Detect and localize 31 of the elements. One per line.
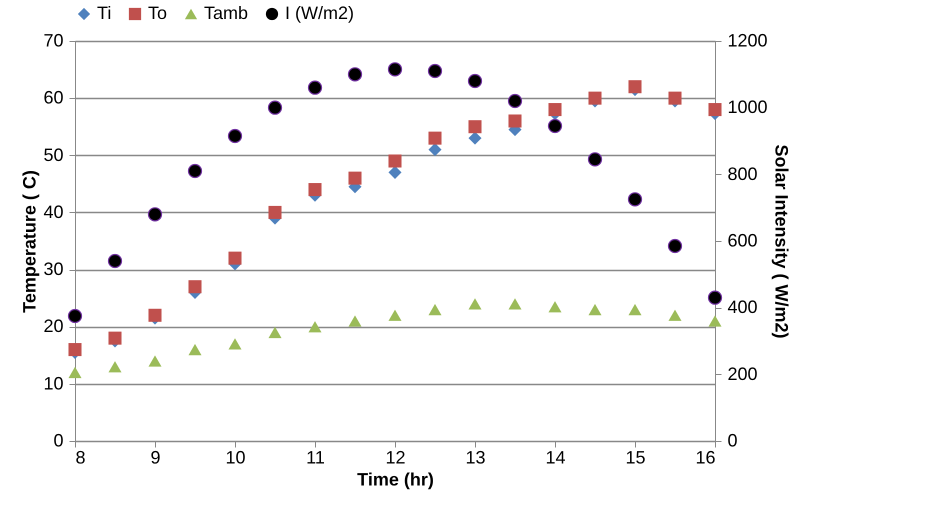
legend-label: Ti [97, 3, 112, 23]
x-tick-label: 11 [306, 448, 325, 468]
y2-tick-label: 0 [728, 430, 738, 450]
y-tick-label: 70 [43, 30, 64, 50]
y2-tick-label: 1000 [728, 97, 768, 118]
y-tick-label: 0 [53, 430, 64, 450]
y2-tick-label: 800 [728, 164, 758, 184]
y2-axis-title: Solar Intensity ( W/m2) [772, 144, 792, 339]
legend-label: To [148, 3, 168, 23]
x-tick-label: 9 [150, 448, 161, 468]
y-tick-label: 20 [43, 316, 64, 336]
x-tick-label: 8 [76, 448, 86, 468]
y-tick-label: 40 [43, 202, 64, 222]
y-tick-label: 30 [43, 259, 64, 280]
x-tick-label: 10 [225, 448, 246, 468]
y2-tick-label: 600 [728, 230, 758, 250]
x-tick-label: 12 [385, 448, 406, 468]
x-axis-title: Time (hr) [357, 470, 434, 490]
y-axis-title: Temperature ( C) [19, 170, 40, 313]
y2-tick-label: 1200 [728, 30, 768, 50]
legend-label: Tamb [204, 3, 248, 23]
y-tick-label: 50 [43, 144, 64, 165]
x-tick-label: 16 [695, 448, 716, 468]
y2-tick-label: 400 [728, 297, 758, 318]
y-tick-label: 60 [43, 88, 64, 108]
legend-label: I (W/m2) [285, 3, 354, 23]
y2-tick-label: 200 [728, 364, 758, 384]
y-tick-label: 10 [43, 373, 64, 394]
x-tick-label: 13 [465, 448, 486, 468]
x-tick-label: 14 [545, 448, 566, 468]
x-tick-label: 15 [625, 448, 646, 468]
